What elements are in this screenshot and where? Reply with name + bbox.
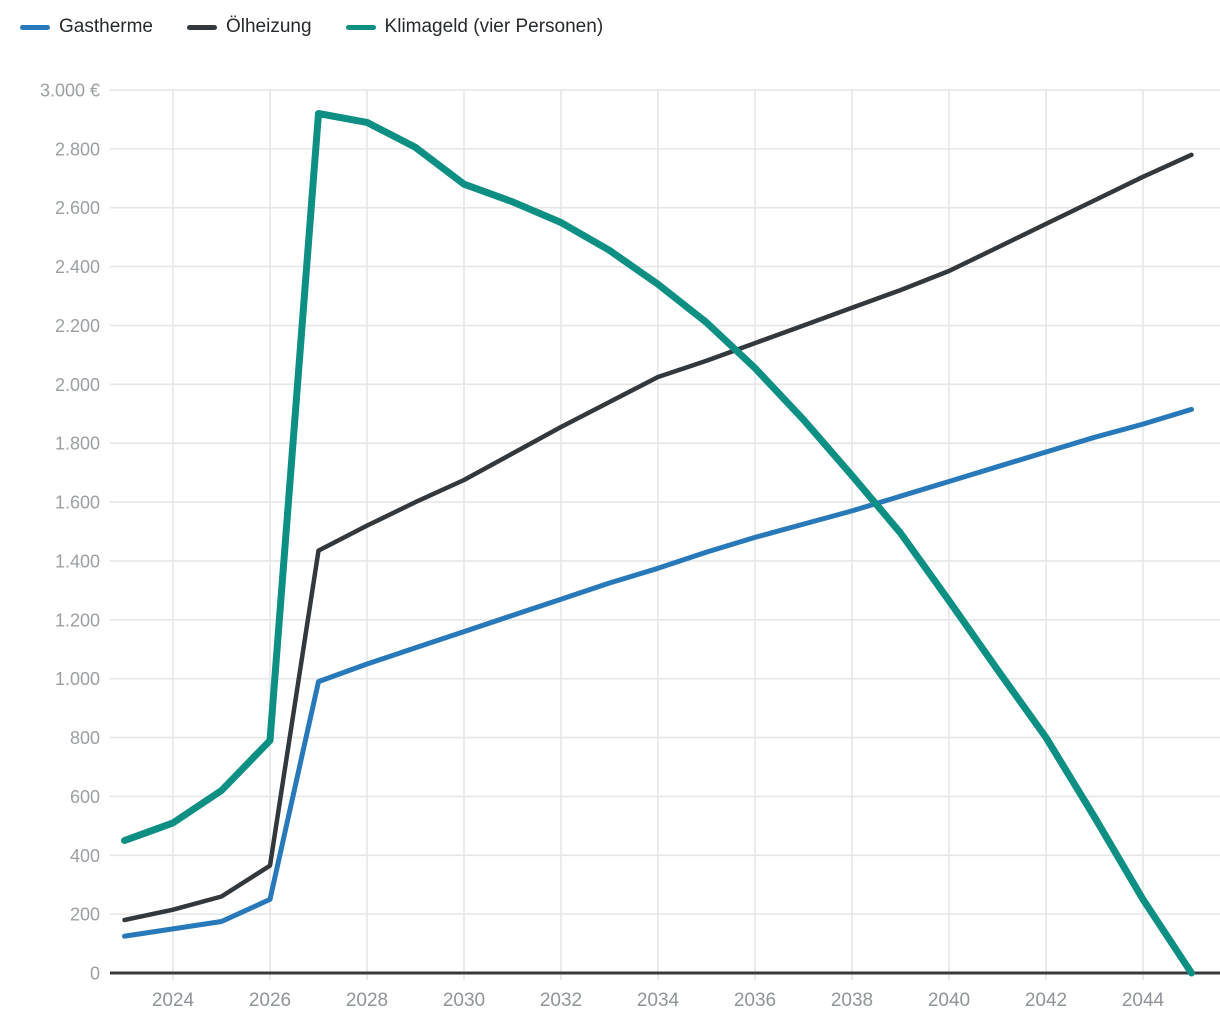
y-tick-label-800: 800 xyxy=(70,728,100,748)
y-tick-label-600: 600 xyxy=(70,787,100,807)
y-tick-label-0: 0 xyxy=(90,964,100,984)
klimageld-series-swatch-icon xyxy=(345,24,376,30)
y-tick-label-2400: 2.400 xyxy=(55,257,100,277)
x-tick-label-2024: 2024 xyxy=(152,990,195,1011)
legend-label-oelheizung: Ölheizung xyxy=(225,16,312,37)
oelheizung-series-swatch-icon xyxy=(186,24,217,30)
x-tick-label-2040: 2040 xyxy=(928,990,970,1011)
x-tick-label-2034: 2034 xyxy=(637,990,680,1011)
legend-item-oelheizung[interactable]: Ölheizung xyxy=(186,16,312,38)
x-tick-label-2030: 2030 xyxy=(443,990,485,1011)
chart-legend: Gastherme Ölheizung Klimageld (vier Person… xyxy=(20,16,603,38)
x-tick-label-2032: 2032 xyxy=(540,990,582,1011)
y-tick-label-1200: 1.200 xyxy=(55,610,100,630)
y-tick-label-1400: 1.400 xyxy=(55,551,100,571)
x-tick-label-2038: 2038 xyxy=(831,990,873,1011)
series-line-oelheizung xyxy=(122,152,1194,923)
x-tick-label-2026: 2026 xyxy=(249,990,291,1011)
y-tick-label-400: 400 xyxy=(70,846,100,866)
legend-label-klimageld: Klimageld (vier Personen) xyxy=(384,16,604,37)
legend-item-gastherme[interactable]: Gastherme xyxy=(20,16,153,38)
y-tick-label-2000: 2.000 xyxy=(55,375,100,395)
y-tick-label-3000: 3.000 € xyxy=(40,81,100,101)
y-tick-label-2600: 2.600 xyxy=(55,198,100,218)
y-tick-label-1000: 1.000 xyxy=(55,669,100,689)
x-tick-label-2042: 2042 xyxy=(1025,990,1067,1011)
series-line-gastherme xyxy=(122,406,1194,939)
y-tick-label-1800: 1.800 xyxy=(55,434,100,454)
legend-item-klimageld[interactable]: Klimageld (vier Personen) xyxy=(345,16,604,38)
series-line-klimageld xyxy=(121,110,1195,977)
y-tick-label-2800: 2.800 xyxy=(55,139,100,159)
x-tick-label-2028: 2028 xyxy=(346,990,388,1011)
legend-label-gastherme: Gastherme xyxy=(59,16,153,37)
gastherme-series-swatch-icon xyxy=(20,24,50,30)
x-tick-label-2036: 2036 xyxy=(734,990,776,1011)
y-tick-label-1600: 1.600 xyxy=(55,493,100,513)
y-tick-label-2200: 2.200 xyxy=(55,316,100,336)
y-tick-label-200: 200 xyxy=(70,905,100,925)
x-tick-label-2044: 2044 xyxy=(1122,990,1165,1011)
